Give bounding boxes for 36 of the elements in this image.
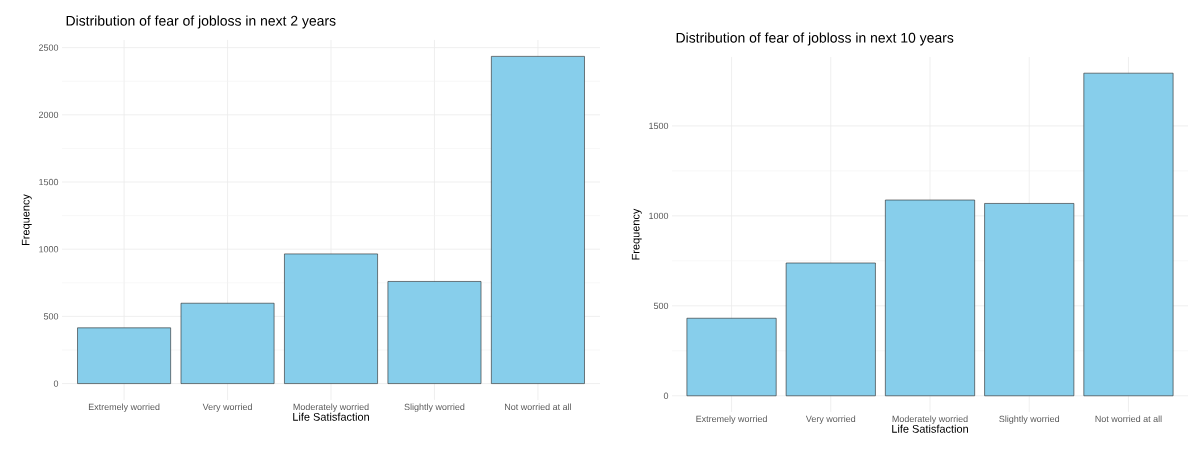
y-tick-label: 1000 <box>39 246 59 253</box>
bar <box>984 203 1075 397</box>
y-tick-label: 500 <box>43 313 59 320</box>
bar <box>686 317 777 397</box>
bar <box>77 327 171 384</box>
x-axis-title: Life Satisfaction <box>892 424 968 433</box>
x-tick-label: Very worried <box>202 403 252 412</box>
y-tick-label: 500 <box>653 302 669 310</box>
bar <box>284 253 378 384</box>
x-tick-label: Moderately worried <box>293 403 369 412</box>
x-tick-label: Very worried <box>805 415 856 424</box>
x-tick-label: Slightly worried <box>999 415 1060 424</box>
x-tick-label: Not worried at all <box>505 403 571 411</box>
x-tick-label: Extremely worried <box>696 415 767 424</box>
bar <box>1083 72 1174 397</box>
y-tick-label: 2000 <box>39 111 59 119</box>
x-tick-label: Slightly worried <box>404 403 465 412</box>
y-axis-title: Frequency <box>631 208 642 260</box>
y-axis-title: Frequency <box>21 194 32 245</box>
y-tick-label: 0 <box>53 380 59 387</box>
bar <box>785 262 876 397</box>
y-tick-label: 1000 <box>649 212 669 220</box>
y-tick-label: 1500 <box>649 122 669 130</box>
y-tick-label: 1500 <box>39 178 59 186</box>
x-tick-label: Extremely worried <box>88 403 160 412</box>
chart-title: Distribution of fear of jobloss in next 10 years <box>676 32 954 46</box>
x-tick-label: Not worried at all <box>1095 415 1162 423</box>
y-tick-label: 2500 <box>39 44 59 51</box>
bar <box>180 302 275 384</box>
bar <box>387 281 482 384</box>
bar <box>491 56 585 384</box>
x-axis-title: Life Satisfaction <box>293 412 369 421</box>
chart-title: Distribution of fear of jobloss in next 2 years <box>66 15 336 29</box>
bar <box>885 199 975 397</box>
y-tick-label: 0 <box>663 392 669 399</box>
x-tick-label: Moderately worried <box>892 415 968 424</box>
